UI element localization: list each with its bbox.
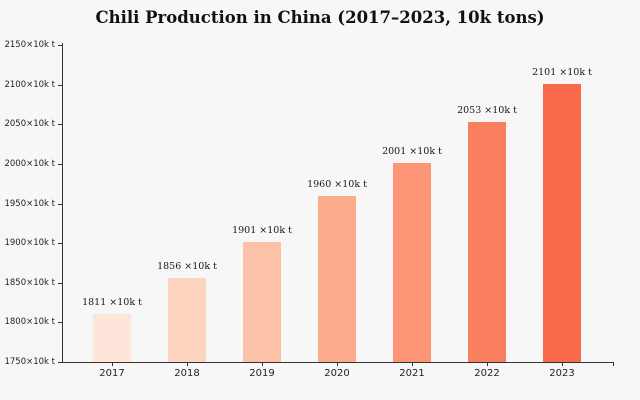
y-axis-tick-label: 2150×10k t [4, 40, 55, 50]
x-tick-mark [187, 362, 188, 366]
bar-value-label: 2053 ×10k t [457, 104, 517, 116]
bar-value-label: 1960 ×10k t [307, 178, 367, 190]
y-axis-tick-label: 2000×10k t [4, 158, 55, 169]
bar-value-label: 2001 ×10k t [382, 146, 442, 158]
x-axis-tick-label: 2018 [174, 368, 200, 379]
y-tick-mark [58, 282, 62, 284]
bar-2023 [543, 83, 581, 362]
x-tick-mark [412, 362, 413, 366]
bar-2018 [168, 277, 206, 362]
bar-2020 [318, 195, 356, 362]
y-tick-mark [58, 124, 62, 126]
y-axis-tick-label: 1850×10k t [4, 277, 55, 288]
bar-value-label: 2101 ×10k t [532, 66, 592, 78]
x-axis-tick-label: 2022 [474, 368, 500, 379]
y-axis-tick-label: 1750×10k t [4, 357, 55, 367]
y-tick-mark [58, 322, 62, 324]
y-tick-mark [58, 203, 62, 205]
x-axis-end-tick [613, 362, 614, 366]
chart-title: Chili Production in China (2017–2023, 10… [95, 8, 545, 27]
y-tick-mark [58, 243, 62, 245]
x-tick-mark [262, 362, 263, 366]
y-tick-mark [58, 362, 62, 363]
x-tick-mark [112, 362, 113, 366]
y-tick-mark [58, 163, 62, 165]
y-axis-line [62, 43, 63, 363]
bar-2017 [93, 313, 131, 362]
y-tick-mark [58, 84, 62, 86]
bar-2022 [468, 121, 506, 362]
y-tick-mark [58, 45, 62, 46]
x-axis-tick-label: 2017 [99, 368, 125, 379]
y-axis-tick-label: 1800×10k t [4, 317, 55, 328]
x-tick-mark [337, 362, 338, 366]
y-axis-tick-label: 1950×10k t [4, 198, 55, 209]
y-axis-tick-label: 1900×10k t [4, 238, 55, 249]
x-axis-tick-label: 2020 [324, 368, 350, 379]
x-tick-mark [562, 362, 563, 366]
bar-2019 [243, 242, 281, 362]
y-axis-tick-label: 2100×10k t [4, 79, 55, 90]
x-tick-mark [487, 362, 488, 366]
x-axis-tick-label: 2019 [249, 368, 275, 379]
x-axis-line [62, 362, 614, 363]
x-axis-tick-label: 2021 [399, 368, 425, 379]
bar-value-label: 1856 ×10k t [157, 260, 217, 272]
bar-2021 [393, 163, 431, 362]
bar-value-label: 1811 ×10k t [82, 296, 142, 308]
x-axis-tick-label: 2023 [549, 368, 575, 379]
bar-value-label: 1901 ×10k t [232, 225, 292, 237]
y-axis-tick-label: 2050×10k t [4, 119, 55, 130]
